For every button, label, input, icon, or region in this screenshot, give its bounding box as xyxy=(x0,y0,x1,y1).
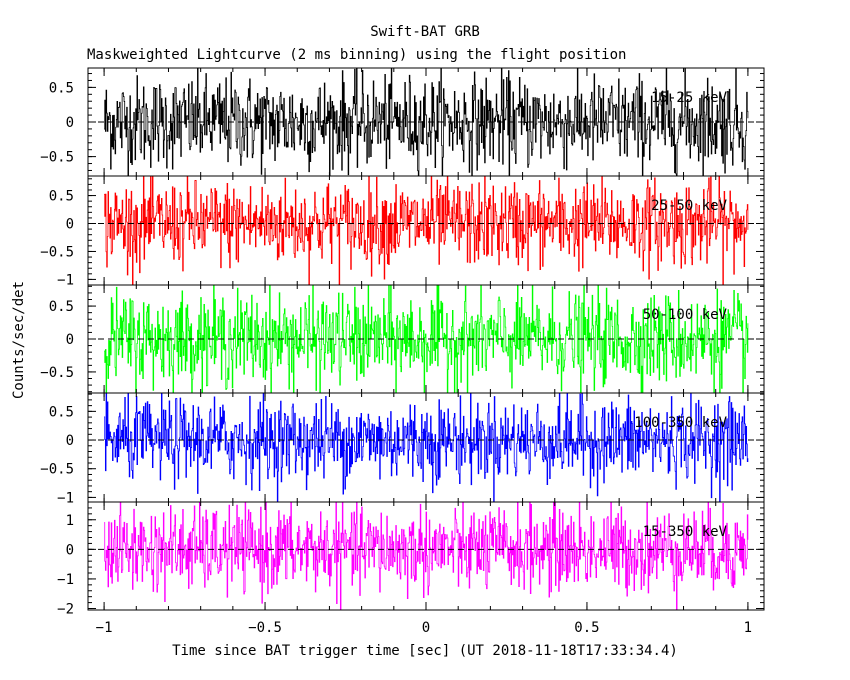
panel-0: −0.5 0 0.5 15-25 keV xyxy=(40,67,765,177)
y-tick-label-1-0: −1 xyxy=(57,272,74,288)
panels-group: −0.5 0 0.5 15-25 keV −1 −0.5 0 0.5 25-50 keV −0.5… xyxy=(40,67,765,636)
panel-2: −0.5 0 0.5 50-100 keV xyxy=(40,284,765,394)
y-tick-label-2-2: 0.5 xyxy=(49,299,74,315)
y-tick-label-4-0: −2 xyxy=(57,602,74,618)
band-label-3: 100-350 keV xyxy=(634,415,727,431)
y-tick-label-3-0: −1 xyxy=(57,490,74,506)
series-line-1 xyxy=(104,176,749,285)
y-tick-label-2-1: 0 xyxy=(66,332,74,348)
chart-title: Swift-BAT GRB xyxy=(370,24,480,40)
y-tick-label-3-1: −0.5 xyxy=(40,462,74,478)
y-tick-label-1-2: 0 xyxy=(66,217,74,233)
series-line-2 xyxy=(104,285,749,393)
x-axis-label: Time since BAT trigger time [sec] (UT 20… xyxy=(172,643,678,659)
y-tick-label-0-0: −0.5 xyxy=(40,150,74,166)
band-label-2: 50-100 keV xyxy=(643,307,728,323)
x-tick-label-3: 0.5 xyxy=(574,620,599,636)
panel-4: −2 −1 0 1 15-350 keV xyxy=(57,501,765,618)
y-tick-label-0-1: 0 xyxy=(66,115,74,131)
band-label-0: 15-25 keV xyxy=(651,90,727,106)
y-tick-label-4-3: 1 xyxy=(66,513,74,529)
y-tick-label-3-3: 0.5 xyxy=(49,404,74,420)
y-tick-label-4-1: −1 xyxy=(57,572,74,588)
x-tick-label-2: 0 xyxy=(422,620,430,636)
chart-subtitle: Maskweighted Lightcurve (2 ms binning) u… xyxy=(87,47,626,63)
y-tick-label-4-2: 0 xyxy=(66,542,74,558)
x-tick-label-1: −0.5 xyxy=(248,620,282,636)
series-line-3 xyxy=(104,393,749,502)
y-tick-label-0-2: 0.5 xyxy=(49,80,74,96)
y-tick-label-3-2: 0 xyxy=(66,433,74,449)
series-line-4 xyxy=(104,502,749,610)
panel-3: −1 −0.5 0 0.5 100-350 keV xyxy=(40,392,765,506)
y-axis-label: Counts/sec/det xyxy=(11,281,27,399)
y-tick-label-1-1: −0.5 xyxy=(40,244,74,260)
band-label-1: 25-50 keV xyxy=(651,198,727,214)
x-tick-label-4: 1 xyxy=(744,620,752,636)
x-tick-label-0: −1 xyxy=(96,620,113,636)
y-tick-label-1-3: 0.5 xyxy=(49,189,74,205)
y-tick-label-2-0: −0.5 xyxy=(40,365,74,381)
panel-1: −1 −0.5 0 0.5 25-50 keV xyxy=(40,175,765,288)
series-line-0 xyxy=(104,68,749,176)
band-label-4: 15-350 keV xyxy=(643,524,728,540)
